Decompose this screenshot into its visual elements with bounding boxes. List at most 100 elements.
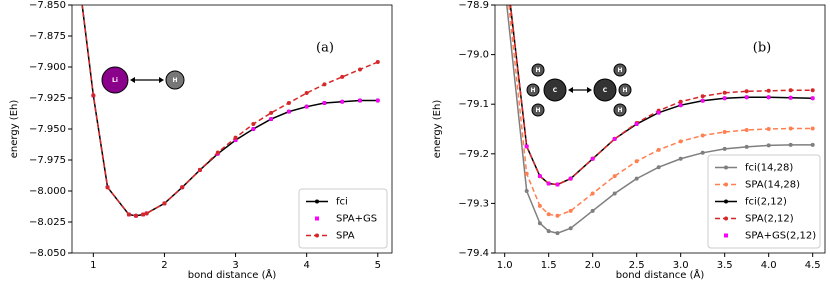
marker bbox=[810, 88, 815, 93]
x-tick-label: 4 bbox=[303, 260, 309, 271]
marker bbox=[788, 88, 793, 93]
y-tick-label: −8.025 bbox=[29, 217, 66, 228]
marker bbox=[141, 212, 146, 217]
x-tick-label: 2.5 bbox=[629, 260, 645, 271]
marker bbox=[678, 156, 683, 161]
atom-label: C bbox=[603, 87, 608, 94]
legend-marker bbox=[724, 199, 728, 204]
y-axis-label: energy (Eh) bbox=[432, 100, 443, 159]
arrow-head bbox=[568, 87, 592, 93]
marker bbox=[568, 208, 573, 213]
marker bbox=[744, 144, 749, 149]
marker bbox=[744, 127, 749, 132]
x-tick-label: 5 bbox=[375, 260, 381, 271]
marker bbox=[180, 185, 185, 190]
y-tick-label: −7.950 bbox=[29, 124, 66, 135]
marker bbox=[358, 67, 362, 72]
marker bbox=[568, 226, 573, 231]
y-tick-label: −79.4 bbox=[458, 248, 489, 259]
y-tick-label: −7.900 bbox=[29, 62, 66, 73]
legend-label: fci(2,12) bbox=[745, 197, 787, 208]
atom bbox=[165, 70, 185, 90]
marker bbox=[340, 74, 345, 79]
legend-label: SPA(2,12) bbox=[745, 214, 794, 225]
x-tick-label: 4.5 bbox=[805, 260, 821, 271]
marker bbox=[322, 101, 327, 105]
marker bbox=[251, 127, 256, 131]
legend-marker bbox=[315, 233, 319, 238]
marker bbox=[375, 98, 380, 103]
x-tick-label: 1 bbox=[90, 260, 96, 271]
atom-label: H bbox=[622, 87, 627, 94]
marker bbox=[105, 185, 110, 190]
marker bbox=[340, 99, 345, 104]
marker bbox=[722, 129, 727, 134]
marker bbox=[590, 208, 595, 213]
marker bbox=[524, 189, 529, 193]
marker bbox=[700, 94, 705, 99]
marker bbox=[134, 213, 138, 218]
atom-label: H bbox=[172, 77, 177, 84]
y-tick-label: −7.925 bbox=[29, 93, 66, 104]
annotation: (b) bbox=[753, 41, 771, 56]
y-tick-label: −7.975 bbox=[29, 155, 66, 166]
marker bbox=[286, 100, 291, 105]
marker bbox=[744, 89, 749, 94]
marker bbox=[810, 126, 815, 131]
atom-label: H bbox=[535, 107, 540, 114]
marker bbox=[269, 117, 273, 121]
marker bbox=[634, 159, 639, 164]
marker bbox=[700, 133, 705, 138]
marker bbox=[788, 142, 793, 147]
marker bbox=[198, 167, 202, 172]
marker bbox=[766, 95, 771, 100]
y-tick-label: −78.9 bbox=[458, 0, 489, 11]
legend-box bbox=[707, 154, 821, 249]
y-tick-label: −8.050 bbox=[29, 248, 66, 259]
x-tick-label: 3 bbox=[232, 260, 238, 271]
marker bbox=[810, 96, 815, 101]
atom bbox=[101, 66, 129, 94]
y-axis-label: energy (Eh) bbox=[9, 100, 20, 159]
marker bbox=[555, 231, 560, 236]
marker bbox=[144, 211, 149, 216]
marker bbox=[700, 98, 705, 103]
marker bbox=[304, 104, 309, 109]
legend-marker bbox=[315, 216, 319, 221]
marker bbox=[678, 99, 683, 104]
marker bbox=[722, 146, 727, 151]
marker bbox=[537, 203, 542, 208]
marker bbox=[722, 90, 727, 95]
marker bbox=[656, 147, 661, 152]
marker bbox=[322, 82, 327, 87]
x-axis-label: bond distance (Å) bbox=[188, 268, 277, 281]
atom-label: H bbox=[530, 87, 535, 94]
series-line bbox=[81, 5, 378, 217]
legend-label: SPA(14,28) bbox=[745, 180, 800, 191]
marker bbox=[590, 156, 595, 161]
marker bbox=[590, 191, 595, 196]
marker bbox=[162, 201, 167, 206]
marker bbox=[537, 221, 542, 226]
y-tick-label: −8.000 bbox=[29, 186, 66, 197]
legend-label: fci bbox=[336, 197, 348, 208]
marker bbox=[656, 110, 661, 115]
marker bbox=[555, 213, 560, 218]
y-tick-label: −79.1 bbox=[458, 99, 489, 110]
marker bbox=[524, 171, 529, 176]
marker bbox=[634, 122, 639, 126]
marker bbox=[524, 144, 529, 149]
marker bbox=[91, 93, 96, 98]
atom bbox=[526, 83, 540, 97]
marker bbox=[546, 229, 551, 234]
atom-label: H bbox=[617, 107, 622, 114]
marker bbox=[555, 182, 560, 187]
atom-label: C bbox=[553, 87, 558, 94]
marker bbox=[700, 150, 705, 155]
atom bbox=[618, 83, 632, 97]
marker bbox=[722, 96, 727, 101]
x-tick-label: 3.5 bbox=[717, 260, 733, 271]
y-tick-label: −79.3 bbox=[458, 198, 489, 209]
marker bbox=[766, 143, 771, 148]
marker bbox=[233, 138, 238, 142]
